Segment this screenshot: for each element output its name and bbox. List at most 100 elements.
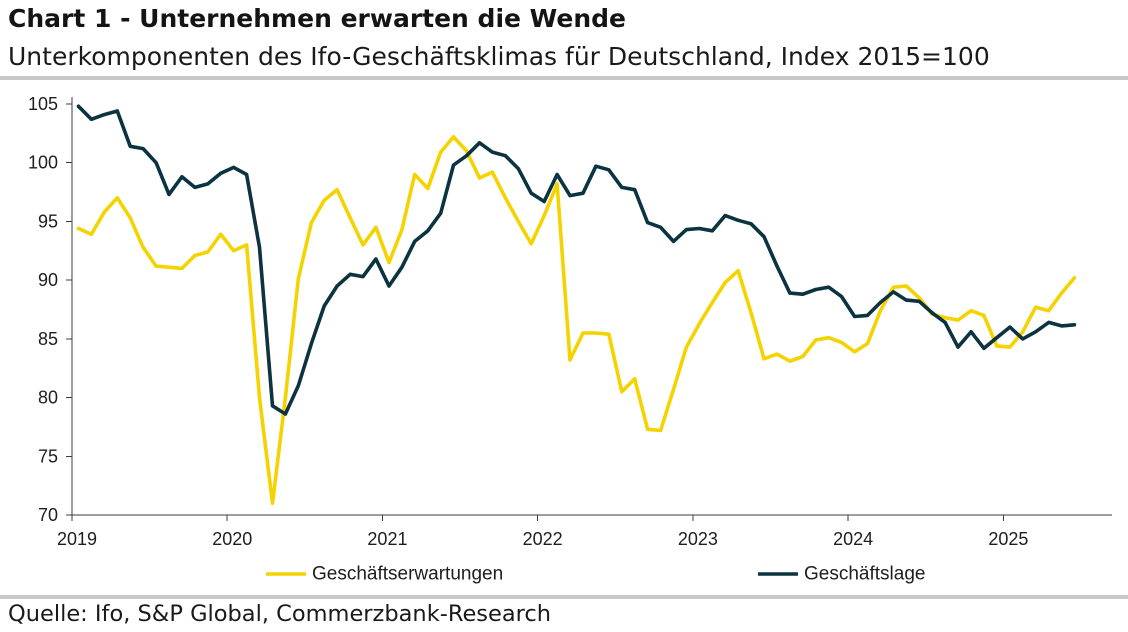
data-point-geschaeftslage [1060,324,1064,328]
data-point-geschaeftslage [374,257,378,261]
data-point-geschaeftslage [503,154,507,158]
data-point-geschaeftserwartungen [723,280,727,285]
data-point-geschaeftslage [581,191,585,195]
data-point-geschaeftslage [814,287,818,292]
y-tick-label: 100 [28,153,58,173]
data-point-geschaeftserwartungen [529,242,533,246]
data-point-geschaeftserwartungen [1021,330,1025,334]
data-point-geschaeftslage [568,194,572,198]
data-point-geschaeftserwartungen [361,243,365,247]
x-tick-label: 2025 [988,529,1028,549]
data-point-geschaeftserwartungen [917,296,921,300]
data-point-geschaeftslage [193,185,197,189]
y-tick-label: 75 [38,446,58,466]
data-point-geschaeftslage [697,226,702,231]
data-point-geschaeftslage [982,346,986,350]
data-point-geschaeftserwartungen [193,253,197,258]
data-point-geschaeftslage [1034,330,1038,334]
data-point-geschaeftserwartungen [697,322,702,326]
legend-label-geschaeftslage: Geschäftslage [804,564,925,585]
y-tick-label: 70 [38,505,58,525]
data-point-geschaeftserwartungen [348,216,352,220]
data-point-geschaeftslage [232,165,236,169]
data-point-geschaeftslage [555,172,559,177]
legend-item-geschaeftserwartungen: Geschäftserwartungen [266,564,503,585]
data-point-geschaeftserwartungen [853,350,857,354]
data-point-geschaeftslage [206,182,210,186]
data-point-geschaeftserwartungen [646,427,650,431]
x-tick-label: 2023 [678,529,718,549]
data-point-geschaeftslage [801,292,805,296]
data-point-geschaeftslage [465,154,469,158]
data-point-geschaeftserwartungen [219,232,223,236]
data-point-geschaeftserwartungen [89,232,93,236]
data-point-geschaeftslage [245,172,249,177]
data-point-geschaeftserwartungen [891,285,896,289]
top-divider [0,76,1128,80]
x-tick-label: 2024 [833,529,873,549]
data-point-geschaeftserwartungen [995,344,999,348]
data-point-geschaeftserwartungen [865,342,870,346]
data-point-geschaeftserwartungen [154,264,158,268]
data-point-geschaeftslage [490,150,494,154]
data-point-geschaeftserwartungen [943,316,947,320]
data-point-geschaeftserwartungen [426,186,430,191]
data-point-geschaeftserwartungen [477,176,482,180]
data-point-geschaeftserwartungen [180,266,184,270]
data-point-geschaeftslage [439,211,443,215]
data-point-geschaeftslage [749,222,753,226]
data-point-geschaeftslage [102,113,106,117]
data-point-geschaeftslage [594,164,598,168]
data-point-geschaeftserwartungen [167,265,171,269]
data-point-geschaeftslage [775,264,779,268]
data-point-geschaeftserwartungen [296,277,300,281]
data-point-geschaeftslage [762,235,766,239]
data-point-geschaeftslage [1021,337,1025,341]
data-point-geschaeftserwartungen [594,331,598,335]
data-point-geschaeftserwartungen [257,396,262,400]
data-point-geschaeftslage [322,304,326,308]
data-point-geschaeftserwartungen [956,318,960,322]
data-point-geschaeftserwartungen [878,309,883,313]
data-point-geschaeftserwartungen [659,428,663,433]
data-point-geschaeftserwartungen [710,300,714,305]
data-point-geschaeftserwartungen [542,214,546,218]
data-point-geschaeftslage [270,404,275,408]
data-point-geschaeftserwartungen [568,358,572,362]
y-tick-label: 85 [38,329,58,349]
data-point-geschaeftslage [477,141,482,145]
data-point-geschaeftslage [154,161,158,165]
data-point-geschaeftslage [1008,325,1012,329]
data-point-geschaeftslage [1047,320,1051,324]
data-point-geschaeftserwartungen [904,284,908,288]
chart-subtitle: Unterkomponenten des Ifo-Geschäftsklimas… [8,42,990,71]
data-point-geschaeftserwartungen [115,196,119,200]
series-line-geschaeftslage [76,104,1077,416]
data-point-geschaeftslage [516,167,520,171]
data-point-geschaeftslage [917,299,921,303]
data-point-geschaeftserwartungen [1060,291,1064,295]
bottom-divider [0,595,1128,599]
data-point-geschaeftserwartungen [206,250,210,254]
legend-item-geschaeftslage: Geschäftslage [758,564,925,585]
data-point-geschaeftslage [413,239,417,243]
legend-label-geschaeftserwartungen: Geschäftserwartungen [312,564,503,585]
data-point-geschaeftslage [296,384,300,388]
data-point-geschaeftslage [930,311,934,315]
data-point-geschaeftserwartungen [671,387,676,391]
data-point-geschaeftserwartungen [374,225,378,229]
data-point-geschaeftserwartungen [633,377,637,381]
data-point-geschaeftserwartungen [465,149,469,153]
data-point-geschaeftserwartungen [439,150,443,154]
data-point-geschaeftslage [904,298,908,302]
data-point-geschaeftslage [400,265,404,269]
y-tick-label: 80 [38,388,58,408]
data-point-geschaeftserwartungen [827,336,831,340]
data-point-geschaeftserwartungen [490,170,494,174]
data-point-geschaeftslage [878,300,883,305]
data-point-geschaeftslage [451,163,456,167]
y-tick-label: 90 [38,270,58,290]
data-point-geschaeftserwartungen [516,219,520,223]
data-point-geschaeftserwartungen [788,359,792,363]
